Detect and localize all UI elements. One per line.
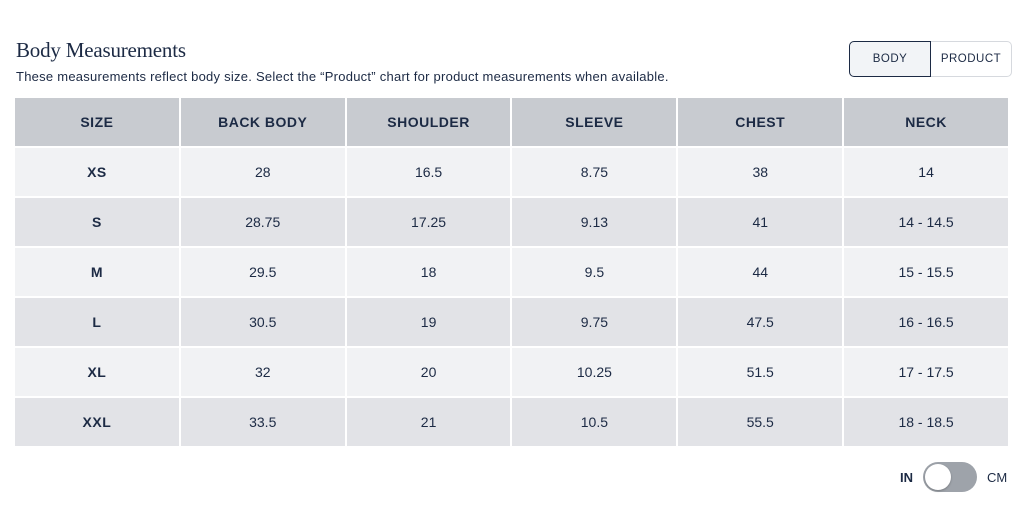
unit-switch: IN CM — [900, 460, 1007, 494]
shoulder-cell: 19 — [346, 298, 511, 346]
shoulder-cell: 18 — [346, 248, 511, 296]
sleeve-cell: 9.5 — [512, 248, 677, 296]
back-body-cell: 28 — [180, 148, 345, 196]
chest-cell: 38 — [678, 148, 843, 196]
back-body-cell: 28.75 — [180, 198, 345, 246]
size-cell: L — [15, 298, 179, 346]
size-cell: S — [15, 198, 179, 246]
sleeve-cell: 9.75 — [512, 298, 677, 346]
unit-label-in: IN — [900, 469, 913, 485]
sleeve-cell: 10.5 — [512, 398, 677, 446]
sleeve-cell: 9.13 — [512, 198, 677, 246]
neck-cell: 17 - 17.5 — [844, 348, 1008, 396]
neck-cell: 14 — [844, 148, 1008, 196]
table-row: S 28.75 17.25 9.13 41 14 - 14.5 — [15, 198, 1008, 246]
neck-cell: 15 - 15.5 — [844, 248, 1008, 296]
back-body-cell: 29.5 — [180, 248, 345, 296]
size-cell: M — [15, 248, 179, 296]
body-chart-button[interactable]: BODY — [849, 41, 931, 77]
size-cell: XS — [15, 148, 179, 196]
chest-cell: 51.5 — [678, 348, 843, 396]
shoulder-cell: 21 — [346, 398, 511, 446]
chest-cell: 44 — [678, 248, 843, 296]
table-row: XXL 33.5 21 10.5 55.5 18 - 18.5 — [15, 398, 1008, 446]
back-body-cell: 33.5 — [180, 398, 345, 446]
page-subtitle: These measurements reflect body size. Se… — [16, 69, 669, 84]
shoulder-cell: 20 — [346, 348, 511, 396]
size-chart-table: SIZE BACK BODY SHOULDER SLEEVE CHEST NEC… — [13, 96, 1010, 448]
table-row: XL 32 20 10.25 51.5 17 - 17.5 — [15, 348, 1008, 396]
column-header-sleeve: SLEEVE — [512, 98, 677, 146]
chest-cell: 47.5 — [678, 298, 843, 346]
column-header-shoulder: SHOULDER — [346, 98, 511, 146]
neck-cell: 16 - 16.5 — [844, 298, 1008, 346]
sleeve-cell: 8.75 — [512, 148, 677, 196]
unit-toggle-switch[interactable] — [923, 462, 977, 492]
table-header-row: SIZE BACK BODY SHOULDER SLEEVE CHEST NEC… — [15, 98, 1008, 146]
table-row: XS 28 16.5 8.75 38 14 — [15, 148, 1008, 196]
sleeve-cell: 10.25 — [512, 348, 677, 396]
column-header-back-body: BACK BODY — [180, 98, 345, 146]
table-row: L 30.5 19 9.75 47.5 16 - 16.5 — [15, 298, 1008, 346]
column-header-chest: CHEST — [678, 98, 843, 146]
column-header-size: SIZE — [15, 98, 179, 146]
back-body-cell: 30.5 — [180, 298, 345, 346]
back-body-cell: 32 — [180, 348, 345, 396]
neck-cell: 18 - 18.5 — [844, 398, 1008, 446]
chest-cell: 41 — [678, 198, 843, 246]
page-title: Body Measurements — [16, 38, 186, 62]
neck-cell: 14 - 14.5 — [844, 198, 1008, 246]
switch-knob — [925, 464, 951, 490]
product-chart-button[interactable]: PRODUCT — [931, 41, 1012, 77]
table-row: M 29.5 18 9.5 44 15 - 15.5 — [15, 248, 1008, 296]
chart-type-toggle: BODY PRODUCT — [849, 41, 1012, 77]
shoulder-cell: 16.5 — [346, 148, 511, 196]
unit-label-cm: CM — [987, 469, 1008, 485]
size-cell: XL — [15, 348, 179, 396]
column-header-neck: NECK — [844, 98, 1008, 146]
size-cell: XXL — [15, 398, 179, 446]
shoulder-cell: 17.25 — [346, 198, 511, 246]
chest-cell: 55.5 — [678, 398, 843, 446]
